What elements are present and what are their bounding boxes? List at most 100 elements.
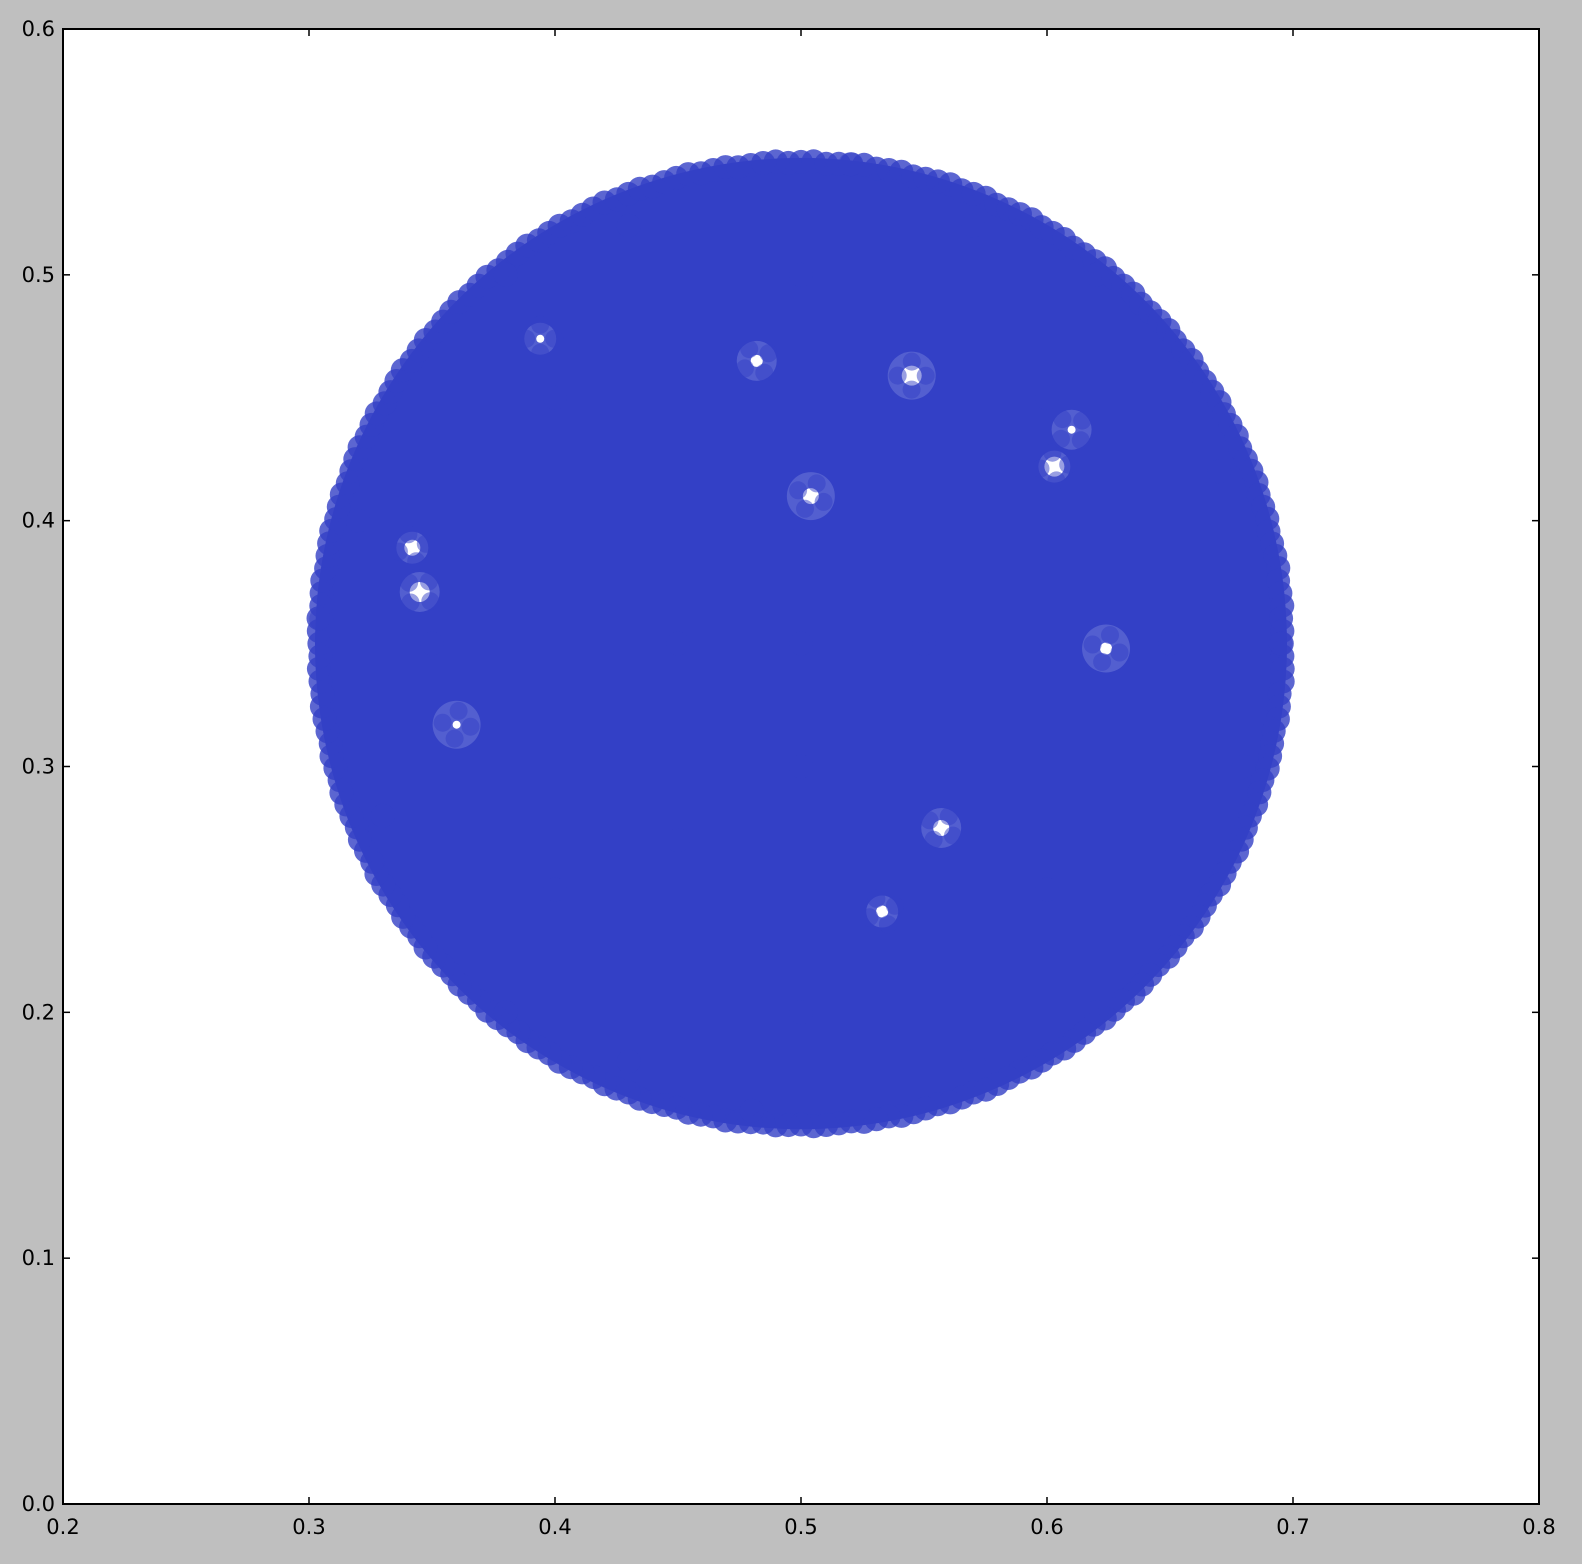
scatter-point [309,607,334,631]
y-axis-tick-labels: 0.0 0.1 0.2 0.3 0.4 0.5 0.6 [22,17,55,1516]
x-tick-label: 0.7 [1276,1515,1309,1539]
sparse-gap [1100,642,1113,655]
scatter-point [416,534,435,553]
scatter-point [389,542,408,561]
scatter-point [1035,877,1059,902]
scatter-point [616,1049,641,1074]
scatter-point [1093,652,1112,671]
scatter-point [924,830,943,849]
scatter-point [1043,443,1062,462]
scatter-point [419,572,438,591]
scatter-point [796,499,814,518]
scatter-point [1083,635,1102,654]
scatter-point [531,315,550,334]
scatter-point [543,385,567,410]
scatter-point [401,593,420,612]
y-tick-label: 0.6 [22,17,55,41]
scatter-point [1231,754,1256,779]
scatter-point [888,366,907,385]
sparse-gap [452,720,461,729]
scatter-point [399,525,418,544]
scatter-point [531,343,550,362]
scatter-point [543,877,567,902]
x-tick-label: 0.6 [1030,1515,1063,1539]
scatter-point [493,1000,518,1025]
scatter-point [400,573,419,592]
scatter-point [1031,459,1050,478]
scatter-point [1207,459,1232,484]
sparse-gap [1067,425,1076,434]
scatter-point [789,1000,813,1025]
scatter-point [517,329,536,348]
scatter-point [789,481,808,500]
scatter-point [1084,262,1109,287]
sparse-gap [901,365,922,386]
x-tick-label: 0.5 [784,1515,817,1539]
scatter-point [860,908,879,927]
scatter-point [545,329,564,348]
axis-ticks [62,28,1540,1505]
scatter-point [944,826,962,845]
scatter-point [1047,471,1066,490]
scatter-point [739,1098,764,1123]
x-tick-label: 0.4 [538,1515,571,1539]
scatter-point [912,631,936,656]
sparse-gap [1044,456,1065,477]
scatter-point [461,717,480,736]
scatter-point [916,366,935,385]
sparse-gap [750,354,763,367]
scatter-point [885,896,904,915]
scatter-point [939,807,958,826]
scatter-point [1084,1000,1109,1025]
y-tick-label: 0.5 [22,263,55,287]
sparse-gap [876,905,889,918]
scatter-point [433,713,452,732]
x-tick-label: 0.2 [46,1515,79,1539]
sparse-gap [536,334,545,343]
scatter-point [878,915,897,934]
scatter-point [961,213,986,238]
scatter-point [1268,631,1293,656]
scatter-point [346,508,371,533]
scatter-point [789,262,813,287]
scatter-point [407,552,426,571]
scatter-point [961,1049,986,1074]
scatter-point [1158,631,1182,656]
x-axis-tick-labels: 0.2 0.3 0.4 0.5 0.6 0.7 0.8 [46,1515,1555,1539]
y-tick-label: 0.3 [22,755,55,779]
scatter-point [1073,411,1092,430]
scatter-point [814,492,833,511]
sparse-gap [404,539,421,556]
scatter-point [616,213,641,238]
scatter-point [1071,431,1090,450]
y-tick-label: 0.2 [22,1000,55,1024]
scatter-point [735,359,754,378]
scatter-point [902,380,921,399]
scatter-point [449,701,468,720]
scatter-point [1052,429,1070,448]
scatter-point [445,729,464,748]
scatter-point [789,754,813,779]
scatter-point [902,352,921,371]
scatter-point [807,474,826,493]
scatter-point [421,592,440,611]
scatter-points [306,149,1295,1139]
scatter-point [838,152,863,177]
scatter-point [1059,455,1078,474]
scatter-point [370,803,395,828]
scatter-point [867,889,886,908]
y-tick-label: 0.0 [22,1492,55,1516]
scatter-point [759,344,778,363]
scatter-point [740,340,759,359]
scatter-point [755,363,774,382]
x-tick-label: 0.8 [1522,1515,1555,1539]
y-tick-label: 0.4 [22,509,55,533]
scatter-point [1110,643,1129,662]
y-tick-label: 0.1 [22,1246,55,1270]
scatter-point [666,631,690,656]
scatter-point [493,262,518,287]
scatter-point [920,811,939,830]
scatter-point [1053,410,1072,429]
scatter-point [420,631,444,656]
